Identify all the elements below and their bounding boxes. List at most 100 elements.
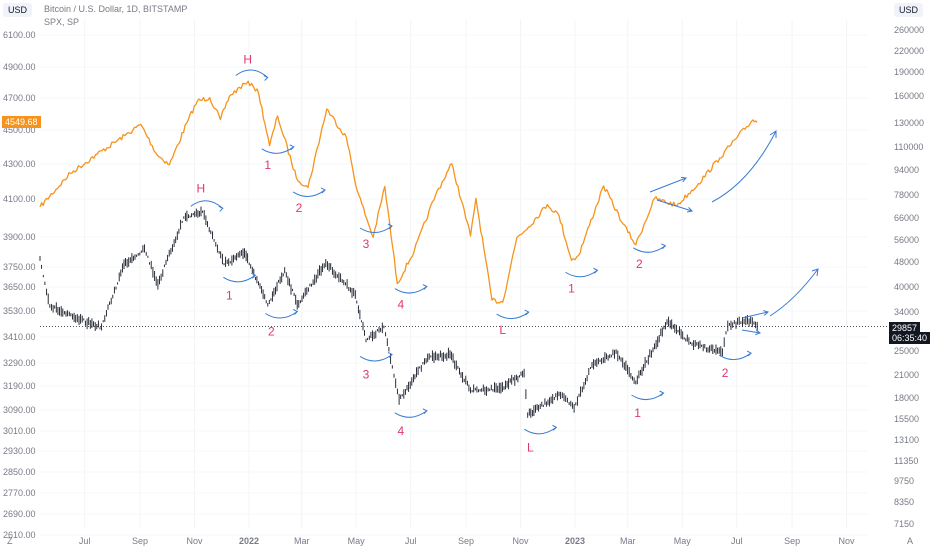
btc-swing-arrow xyxy=(718,352,752,361)
spx-swing-arrow xyxy=(261,146,295,154)
btc-swing-arrow xyxy=(524,426,557,435)
right-price-axis[interactable]: 260000 220000 190000 160000 130000 110000 9400… xyxy=(894,25,924,529)
spx-swing-arrow-head xyxy=(387,223,393,230)
time-axis-tick-label: Sep xyxy=(784,536,800,546)
right-axis-tick-label: 94000 xyxy=(894,165,919,175)
btc-annotation-label: 4 xyxy=(398,424,405,438)
right-axis-tick-label: 78000 xyxy=(894,190,919,200)
annotations-layer: H 1 2 3 4 L 1 2 H 1 2 3 4 L 1 2 xyxy=(190,52,819,454)
right-axis-tick-label: 34000 xyxy=(894,307,919,317)
spx-swing-arrow xyxy=(394,286,428,294)
left-axis-tick-label: 2930.00 xyxy=(3,446,36,456)
left-axis-tick-label: 3290.00 xyxy=(3,358,36,368)
btc-trend-arrow-down-head xyxy=(755,329,762,336)
spx-annotation-label: 4 xyxy=(398,298,405,312)
right-axis-tick-label: 66000 xyxy=(894,213,919,223)
left-axis-tick-label: 4500.00 xyxy=(3,125,36,135)
right-axis-tick-label: 7150 xyxy=(894,519,914,529)
left-axis-tick-label: 4100.00 xyxy=(3,194,36,204)
btc-swing-arrow xyxy=(359,354,393,362)
btc-swing-arrow-head xyxy=(659,390,665,397)
time-axis-tick-label: Sep xyxy=(458,536,474,546)
spx-swing-arrow-head xyxy=(661,243,667,250)
left-axis-tick-label: 4700.00 xyxy=(3,93,36,103)
left-axis-tick-label: 3090.00 xyxy=(3,405,36,415)
symbol-title[interactable]: Bitcoin / U.S. Dollar, 1D, BITSTAMP xyxy=(44,4,187,14)
spx-swing-arrow-head xyxy=(593,267,599,274)
time-axis-tick-label: Mar xyxy=(620,536,636,546)
right-axis-tick-label: 220000 xyxy=(894,46,924,56)
right-axis-tick-label: 11350 xyxy=(894,456,918,466)
left-axis-tick-label: 2770.00 xyxy=(3,488,36,498)
btc-annotation-label: 2 xyxy=(268,324,275,338)
time-axis-tick-label: Nov xyxy=(187,536,204,546)
right-axis-tick-label: 40000 xyxy=(894,282,919,292)
btc-last-price-tag: 29857 xyxy=(889,322,921,334)
footer-right-label[interactable]: A xyxy=(907,536,913,546)
time-axis-tick-label: Nov xyxy=(839,536,856,546)
spx-line xyxy=(39,80,758,304)
spx-annotation-label: 2 xyxy=(296,201,303,215)
right-axis-tick-label: 8350 xyxy=(894,497,914,507)
spx-annotation-label: H xyxy=(243,52,252,66)
btc-swing-arrow-head xyxy=(251,272,257,279)
btc-top-arrow xyxy=(190,200,224,209)
right-axis-tick-label: 25000 xyxy=(894,346,919,356)
spx-swing-arrow xyxy=(292,189,326,197)
left-price-axis[interactable]: 6100.00 4900.00 4700.00 4500.00 4300.00 4100.… xyxy=(3,30,36,540)
right-axis-tick-label: 130000 xyxy=(894,118,924,128)
currency-badge-right[interactable]: USD xyxy=(894,3,924,17)
spx-top-arrow xyxy=(235,69,269,78)
right-axis-tick-label: 18000 xyxy=(894,393,919,403)
spx-annotation-label: L xyxy=(499,323,506,337)
spx-swing-arrow xyxy=(633,245,666,253)
btc-swing-arrow-head xyxy=(387,352,393,358)
time-axis-tick-label: Mar xyxy=(294,536,310,546)
spx-annotation-label: 3 xyxy=(363,237,370,251)
left-axis-tick-label: 3410.00 xyxy=(3,332,36,342)
btc-countdown-tag: 06:35:40 xyxy=(889,332,931,344)
btc-swing-arrow-head xyxy=(422,408,428,415)
right-axis-tick-label: 15500 xyxy=(894,414,919,424)
btc-swing-arrow xyxy=(631,392,664,401)
left-axis-tick-label: 6100.00 xyxy=(3,30,36,40)
btc-trend-arrow-up-head xyxy=(763,310,770,316)
spx-projection-arrow xyxy=(711,130,777,203)
compare-symbol-label[interactable]: SPX, SP xyxy=(44,17,79,27)
spx-trend-arrow-up-head xyxy=(680,176,687,183)
btc-projection-arrow xyxy=(769,268,819,317)
btc-swing-arrow xyxy=(265,311,298,319)
grid xyxy=(40,20,868,536)
footer-left-label[interactable]: Z xyxy=(7,536,13,546)
right-axis-tick-label: 56000 xyxy=(894,235,919,245)
btc-top-arrow-head xyxy=(218,205,224,212)
btc-swing-arrow-head xyxy=(746,350,752,357)
btc-annotation-label: 1 xyxy=(634,406,641,420)
right-axis-tick-label: 190000 xyxy=(894,67,924,77)
btc-swing-arrow xyxy=(394,410,428,418)
btc-trend-arrow-up xyxy=(741,311,769,319)
btc-annotation-label: 1 xyxy=(226,288,233,302)
left-axis-tick-label: 2690.00 xyxy=(3,509,36,519)
btc-bars xyxy=(39,206,758,418)
left-axis-tick-label: 4300.00 xyxy=(3,159,36,169)
left-axis-tick-label: 3750.00 xyxy=(3,262,36,272)
spx-trend-arrow-down-head xyxy=(686,207,693,213)
time-axis-tick-label: 2023 xyxy=(565,536,585,546)
right-axis-tick-label: 48000 xyxy=(894,257,919,267)
spx-projection-arrow-head xyxy=(769,130,777,138)
currency-badge-left[interactable]: USD xyxy=(3,3,33,17)
time-axis[interactable]: Jul Sep Nov 2022 Mar May Jul Sep Nov 2023 Mar May Ju… xyxy=(79,536,855,546)
btc-swing-arrow xyxy=(223,274,256,283)
spx-swing-arrow-head xyxy=(422,284,428,290)
btc-swing-arrow-head xyxy=(293,309,299,315)
left-axis-tick-label: 4900.00 xyxy=(3,62,36,72)
time-axis-tick-label: Jul xyxy=(405,536,417,546)
spx-swing-arrow-head xyxy=(320,187,326,194)
left-axis-tick-label: 3900.00 xyxy=(3,232,36,242)
time-axis-tick-label: May xyxy=(348,536,366,546)
spx-swing-arrow xyxy=(359,225,393,234)
left-axis-tick-label: 2610.00 xyxy=(3,530,36,540)
spx-swing-arrow-head xyxy=(524,309,530,316)
